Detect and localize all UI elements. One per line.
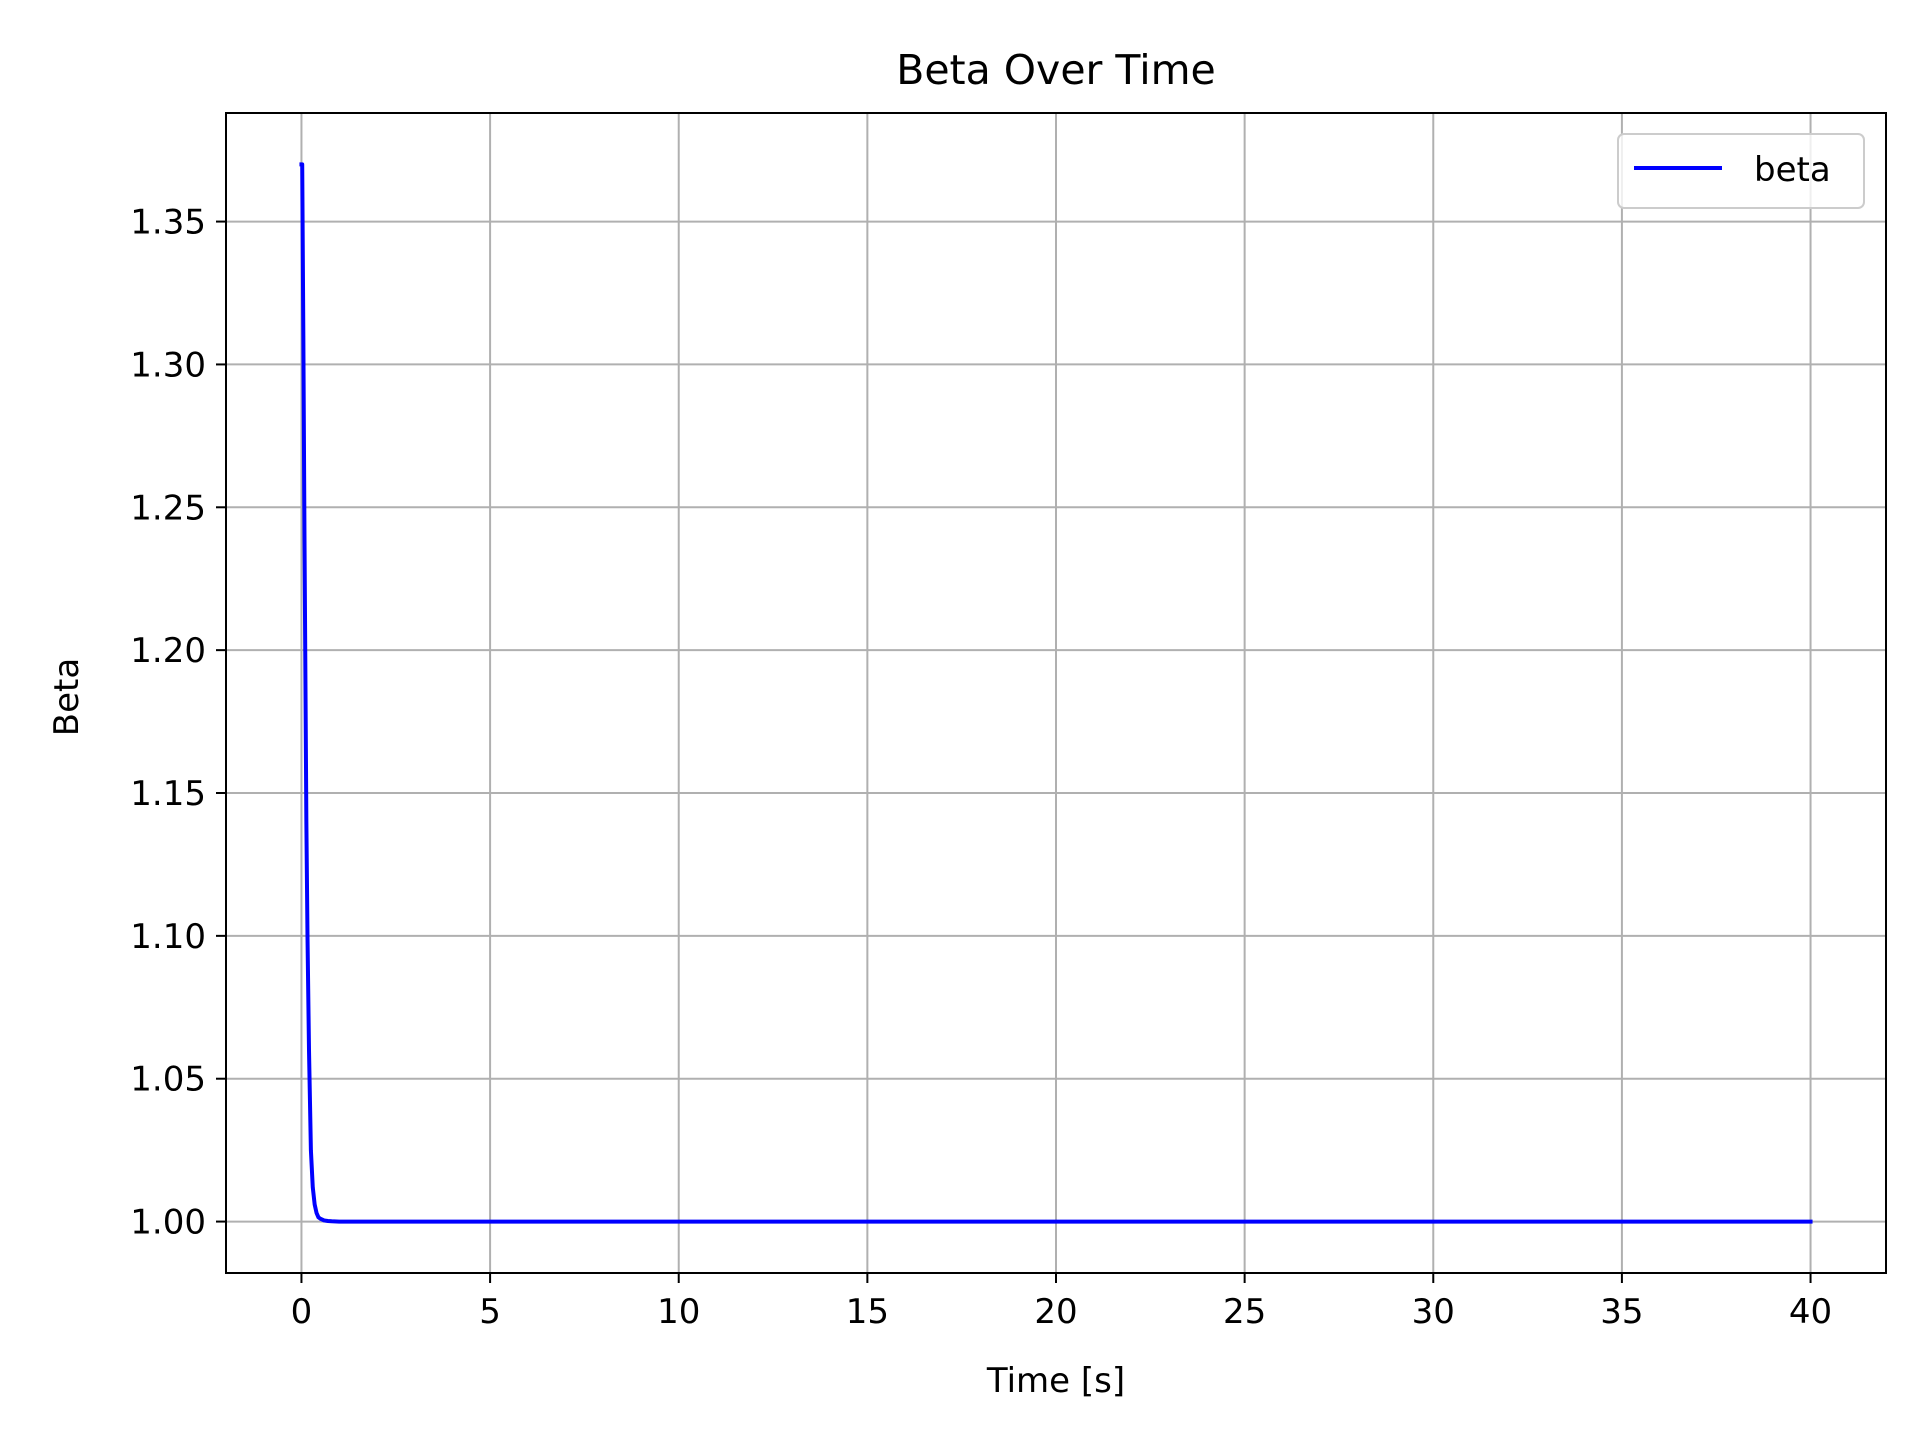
grid xyxy=(226,113,1886,1273)
y-tick-label: 1.05 xyxy=(130,1060,206,1100)
x-tick-label: 20 xyxy=(1034,1292,1077,1332)
chart-title: Beta Over Time xyxy=(896,46,1216,94)
y-axis-ticks: 1.00 1.05 1.10 1.15 1.20 1.25 1.30 1.35 xyxy=(130,203,226,1243)
x-tick-label: 25 xyxy=(1223,1292,1266,1332)
y-tick-label: 1.20 xyxy=(130,631,206,671)
y-tick-label: 1.30 xyxy=(130,345,206,385)
series-layer xyxy=(299,162,1813,1224)
x-tick-label: 10 xyxy=(657,1292,700,1332)
legend: beta xyxy=(1617,133,1865,209)
series-line-beta xyxy=(299,162,1813,1224)
x-axis-ticks: 0 5 10 15 20 25 30 35 40 xyxy=(291,1273,1832,1332)
y-tick-label: 1.00 xyxy=(130,1203,206,1243)
legend-label-beta: beta xyxy=(1754,150,1831,190)
legend-box xyxy=(1617,133,1865,209)
x-tick-label: 15 xyxy=(846,1292,889,1332)
y-tick-label: 1.15 xyxy=(130,774,206,814)
x-tick-label: 0 xyxy=(291,1292,313,1332)
x-tick-label: 40 xyxy=(1789,1292,1832,1332)
y-tick-label: 1.35 xyxy=(130,203,206,243)
x-tick-label: 5 xyxy=(479,1292,501,1332)
y-tick-label: 1.10 xyxy=(130,917,206,957)
x-tick-label: 30 xyxy=(1412,1292,1455,1332)
y-tick-label: 1.25 xyxy=(130,488,206,528)
x-axis-label: Time [s] xyxy=(986,1361,1125,1401)
y-axis-label: Beta xyxy=(47,658,87,736)
x-tick-label: 35 xyxy=(1600,1292,1643,1332)
